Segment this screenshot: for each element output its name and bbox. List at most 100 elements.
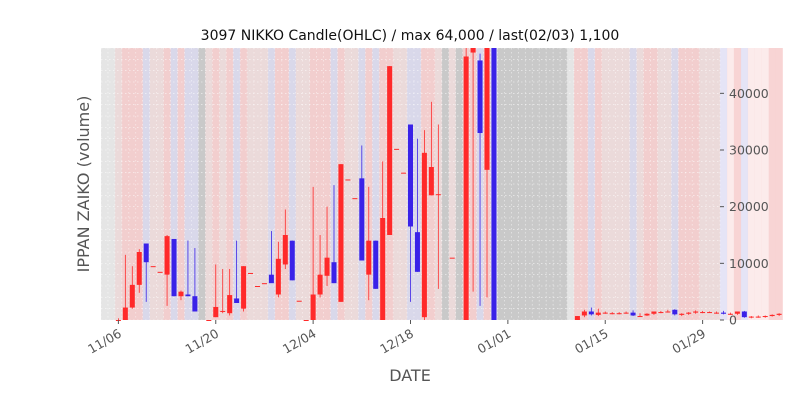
day-band	[636, 48, 644, 320]
day-band	[448, 48, 456, 320]
chart-title: 3097 NIKKO Candle(OHLC) / max 64,000 / l…	[201, 28, 620, 44]
candle-body	[679, 313, 685, 315]
candle-body	[394, 148, 400, 150]
candle-body	[150, 266, 156, 268]
day-band	[740, 48, 749, 320]
day-band	[191, 48, 199, 320]
day-band	[163, 48, 171, 320]
day-band	[295, 48, 303, 320]
candle-body	[338, 164, 344, 302]
candle-body	[435, 194, 441, 196]
x-axis-label: DATE	[389, 366, 431, 385]
candle-body	[491, 48, 497, 320]
day-band	[344, 48, 352, 320]
candle-body	[623, 312, 629, 314]
candle-body	[254, 286, 260, 287]
day-band	[351, 48, 359, 320]
candle-body	[595, 312, 601, 315]
candle-body	[644, 313, 650, 316]
candle-body	[171, 238, 177, 297]
candle-body	[129, 284, 135, 308]
candle-body	[248, 272, 254, 274]
candle-body	[686, 312, 692, 314]
candle-body	[164, 236, 170, 275]
candle-body	[275, 258, 281, 295]
candle-body	[707, 312, 713, 314]
x-tick-label: 11/20	[183, 326, 222, 357]
y-axis: 0 10000 20000 30000 40000	[720, 86, 769, 328]
candle-body	[289, 240, 295, 281]
candle-body	[227, 295, 233, 314]
candle-body	[359, 178, 365, 261]
candle-body	[185, 294, 191, 297]
day-band	[664, 48, 672, 320]
candle-body	[428, 167, 434, 196]
candle-body	[665, 311, 671, 313]
candle-body	[268, 274, 274, 284]
candle-body	[296, 300, 302, 302]
day-band	[393, 48, 401, 320]
day-band	[525, 48, 533, 320]
candle-body	[693, 311, 699, 313]
day-band	[365, 48, 373, 320]
day-band	[323, 48, 331, 320]
candle-body	[401, 172, 407, 174]
candle-body	[157, 271, 163, 273]
day-band	[267, 48, 276, 320]
day-band	[775, 48, 783, 320]
day-band	[240, 48, 248, 320]
day-band	[288, 48, 296, 320]
candle-body	[407, 124, 414, 227]
day-band	[560, 48, 568, 320]
day-band	[580, 48, 589, 320]
y-tick-label: 30000	[729, 143, 769, 158]
candle-body	[727, 313, 733, 315]
day-band	[400, 48, 408, 320]
candle-body	[421, 152, 427, 318]
day-band	[747, 48, 755, 320]
day-band	[685, 48, 693, 320]
day-band	[511, 48, 519, 320]
day-band	[135, 48, 143, 320]
candle-body	[317, 274, 323, 295]
candle-body	[282, 235, 288, 265]
x-axis: 11/06 11/20 12/04 12/18 01/01 01/15 01/29	[85, 320, 708, 357]
candle-body	[581, 311, 587, 316]
candle-body	[303, 320, 309, 321]
candle-body	[387, 66, 393, 235]
y-axis-label: IPPAN ZAIKO (volume)	[74, 96, 93, 273]
candle-body	[352, 198, 358, 200]
candle-body	[477, 60, 483, 133]
candle-body	[616, 313, 622, 315]
day-band	[205, 48, 213, 320]
day-band	[726, 48, 735, 320]
day-band	[247, 48, 255, 320]
candle-body	[234, 298, 240, 303]
y-tick-label: 40000	[729, 86, 769, 101]
candle-body	[324, 257, 330, 276]
day-band	[671, 48, 679, 320]
x-tick-label: 11/06	[85, 326, 124, 357]
x-tick-label: 12/04	[280, 326, 319, 357]
candle-body	[602, 312, 608, 314]
candle-body	[700, 312, 706, 314]
candle-body	[776, 313, 782, 315]
x-tick-label: 01/15	[572, 326, 611, 357]
candle-body	[136, 252, 142, 285]
day-band	[455, 48, 463, 320]
candle-body	[213, 306, 219, 318]
candle-body	[630, 312, 636, 316]
day-band	[699, 48, 707, 320]
day-band	[587, 48, 596, 320]
day-band	[608, 48, 616, 320]
day-band	[553, 48, 561, 320]
day-band	[260, 48, 269, 320]
candle-body	[449, 257, 455, 259]
candle-body	[741, 311, 747, 318]
candle-body	[748, 316, 754, 318]
day-band	[761, 48, 769, 320]
day-band	[184, 48, 192, 320]
day-band	[713, 48, 721, 320]
